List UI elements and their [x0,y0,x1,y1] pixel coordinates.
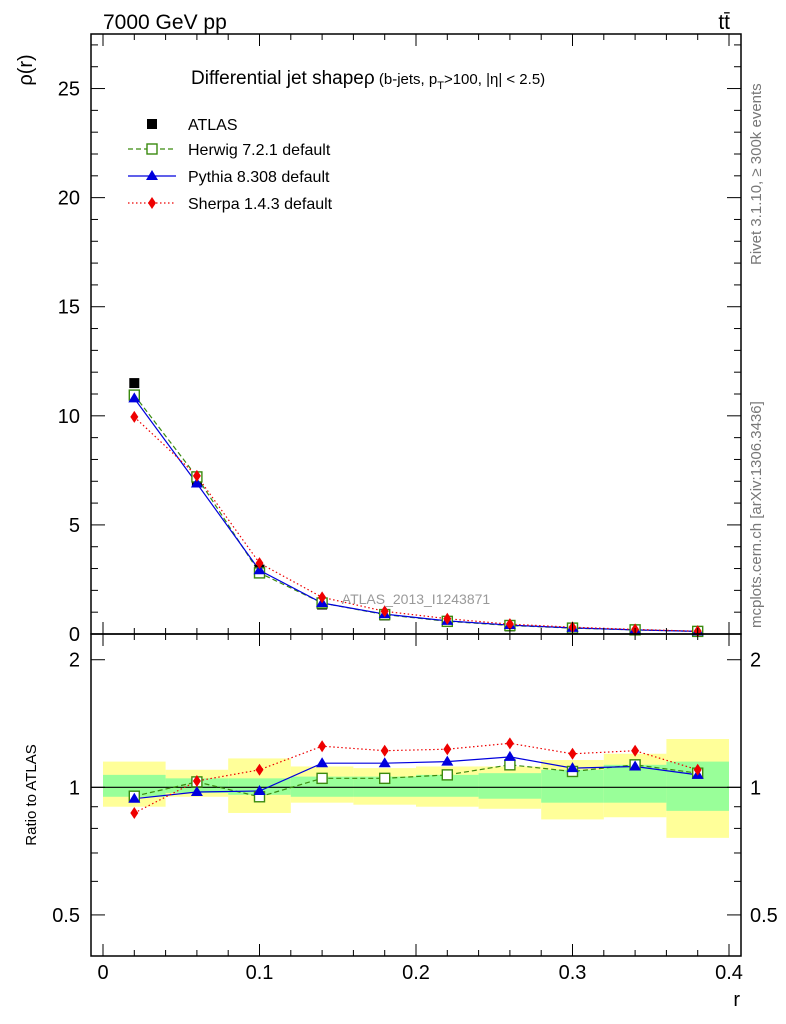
ratio-point-herwig-3 [316,772,328,785]
legend-marker-atlas [147,119,157,129]
ratio-plot-marks [91,737,741,838]
band-stat-4 [353,776,416,797]
mcplots-label: mcplots.cern.ch [arXiv:1306.3436] [748,401,765,628]
ratio-point-pythia-5 [441,755,454,766]
ratio-point-pythia-6 [503,750,516,761]
ratio-line-pythia [134,756,698,800]
legend-label-atlas: ATLAS [188,117,238,134]
main-panel: 0 5 10 15 20 25 ρ(r) ATLAS_2013_I1243871 Diff… [15,33,742,646]
chart-title-main: Differential jet shape [191,68,364,89]
ratio-point-sherpa-7 [568,747,577,760]
legend-marker-herwig [146,143,158,155]
ratio-point-sherpa-1 [192,774,201,787]
band-stat-0 [103,774,166,797]
ratio-point-pythia-8 [629,760,642,771]
ratio-ytick-label-right-1: 1 [750,777,761,799]
band-stat-5 [416,774,479,797]
main-ytick-label-3: 15 [58,297,80,319]
band-stat-3 [290,776,354,797]
ratio-point-sherpa-8 [631,744,640,757]
main-ytick-label-5: 25 [58,79,80,101]
x-axis-label: r [733,989,740,1011]
ratio-panel: 0 0.1 0.2 0.3 0.4 0.5 0.5 1 1 2 2 Ratio to ATLAS r [23,633,778,1011]
point-sherpa-5 [443,612,452,625]
ratio-line-herwig [134,764,698,798]
band-stat-6 [478,773,542,799]
ratio-ytick-label-2: 2 [69,650,80,672]
main-axes: 0 5 10 15 20 25 [58,34,741,646]
chart-title-pt-sub: T [437,80,444,92]
main-ytick-label-1: 5 [69,515,80,537]
ratio-point-herwig-5 [441,769,453,781]
watermark: ATLAS_2013_I1243871 [342,591,491,607]
ratio-point-pythia-2 [253,785,266,796]
ratio-point-herwig-4 [379,772,391,785]
chart-title-rho: ρ [364,68,375,89]
point-sherpa-1 [192,469,201,482]
legend-marker-pythia [146,170,158,180]
ratio-ytick-label-right-0: 0.5 [750,905,778,927]
ratio-point-sherpa-2 [255,763,264,776]
legend-label-pythia: Pythia 8.308 default [188,169,330,186]
ratio-axes: 0 0.1 0.2 0.3 0.4 0.5 0.5 1 1 2 2 [52,634,778,984]
legend-label-sherpa: Sherpa 1.4.3 default [188,196,333,213]
ratio-y-axis-label: Ratio to ATLAS [23,744,40,845]
ratio-point-pythia-1 [190,785,203,796]
xtick-label-1: 0.1 [246,962,274,984]
ratio-point-sherpa-5 [443,743,452,756]
ratio-point-sherpa-0 [130,806,139,819]
process-label: tt̄ [718,11,730,34]
legend-entry-sherpa: Sherpa 1.4.3 default [128,196,333,213]
legend-label-herwig: Herwig 7.2.1 default [188,142,331,159]
ratio-point-herwig-6 [504,759,516,771]
legend-entry-atlas: ATLAS [147,117,238,134]
point-pythia-0 [128,392,141,403]
ratio-point-pythia-3 [316,757,329,768]
point-pythia-1 [190,477,203,488]
main-ytick-label-4: 20 [58,188,80,210]
ratio-ytick-label-0: 0.5 [52,905,80,927]
xtick-label-2: 0.2 [402,962,430,984]
ratio-point-sherpa-6 [505,737,514,750]
legend: ATLAS Herwig 7.2.1 default Pythia 8.308 … [128,117,333,213]
chart-title-detail: (b-jets, p [375,71,438,88]
ratio-point-sherpa-9 [693,763,702,776]
xtick-label-0: 0 [97,962,108,984]
band-stat-8 [603,764,667,803]
point-sherpa-2 [255,557,264,570]
point-sherpa-6 [505,618,514,631]
ratio-ytick-label-right-2: 2 [750,650,761,672]
xtick-label-4: 0.4 [715,962,743,984]
xtick-label-3: 0.3 [559,962,587,984]
ratio-point-sherpa-4 [380,744,389,757]
main-ytick-label-0: 0 [69,624,80,646]
ratio-ytick-label-1: 1 [69,777,80,799]
legend-marker-sherpa [148,197,156,209]
ratio-point-pythia-0 [128,792,141,803]
point-sherpa-0 [130,410,139,423]
legend-entry-herwig: Herwig 7.2.1 default [128,142,331,159]
point-sherpa-4 [380,605,389,618]
point-atlas-0 [129,378,140,389]
energy-label: 7000 GeV pp [103,11,227,34]
point-sherpa-3 [318,591,327,604]
y-axis-label: ρ(r) [15,54,37,85]
point-pythia-2 [253,564,266,575]
chart-title: Differential jet shapeρ (b-jets, pT>100,… [191,68,545,92]
ratio-point-pythia-7 [566,762,579,773]
rivet-label: Rivet 3.1.10, ≥ 300k events [748,83,765,265]
ratio-point-pythia-4 [378,757,391,768]
chart-title-cuts: >100, |η| < 2.5) [444,71,545,88]
legend-entry-pythia: Pythia 8.308 default [128,169,330,186]
main-ytick-label-2: 10 [58,406,80,428]
ratio-point-sherpa-3 [318,740,327,753]
